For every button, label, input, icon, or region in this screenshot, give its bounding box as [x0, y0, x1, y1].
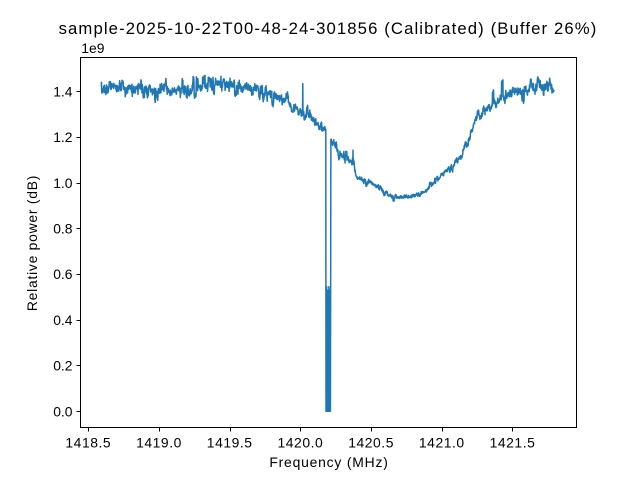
- svg-text:1421.5: 1421.5: [490, 435, 536, 451]
- svg-text:Frequency (MHz): Frequency (MHz): [269, 454, 388, 470]
- svg-text:1419.0: 1419.0: [136, 435, 182, 451]
- svg-text:1420.5: 1420.5: [348, 435, 394, 451]
- svg-text:1.2: 1.2: [53, 129, 73, 145]
- svg-text:1421.0: 1421.0: [419, 435, 465, 451]
- svg-text:0.4: 0.4: [53, 312, 73, 328]
- svg-text:1e9: 1e9: [81, 40, 104, 56]
- svg-text:sample-2025-10-22T00-48-24-301: sample-2025-10-22T00-48-24-301856 (Calib…: [59, 19, 598, 38]
- svg-text:0.0: 0.0: [53, 403, 73, 419]
- svg-text:1420.0: 1420.0: [278, 435, 324, 451]
- svg-text:1.0: 1.0: [53, 175, 73, 191]
- svg-text:1.4: 1.4: [53, 83, 73, 99]
- svg-text:0.6: 0.6: [53, 266, 73, 282]
- svg-text:Relative power (dB): Relative power (dB): [24, 175, 40, 311]
- svg-text:0.8: 0.8: [53, 221, 73, 237]
- svg-text:1418.5: 1418.5: [65, 435, 111, 451]
- svg-text:0.2: 0.2: [53, 358, 73, 374]
- svg-text:1419.5: 1419.5: [207, 435, 253, 451]
